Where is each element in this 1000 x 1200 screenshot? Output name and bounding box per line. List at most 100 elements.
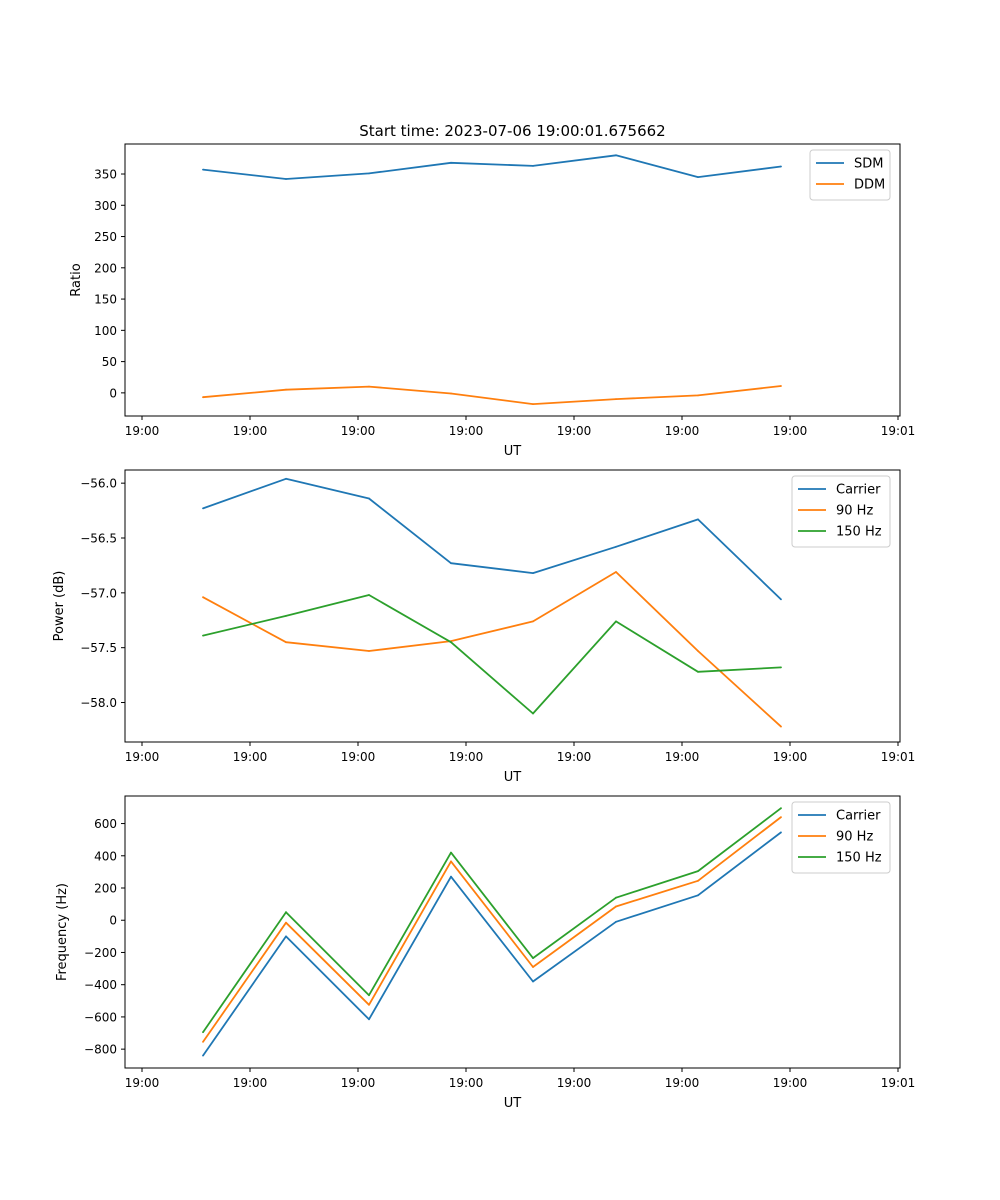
y-tick-label: −58.0 xyxy=(80,696,117,710)
series-line-ddm xyxy=(202,385,782,406)
data-point xyxy=(450,875,452,878)
x-tick-label: 19:00 xyxy=(125,750,160,764)
data-point xyxy=(532,966,534,968)
y-tick-label: −56.5 xyxy=(80,532,117,546)
y-axis-label: Ratio xyxy=(69,263,84,296)
y-tick-label: 150 xyxy=(94,293,117,307)
data-point xyxy=(780,385,782,387)
y-tick-label: −57.0 xyxy=(80,586,117,600)
x-tick-label: 19:01 xyxy=(881,750,916,764)
data-point xyxy=(532,957,534,959)
data-point xyxy=(780,666,782,669)
data-point xyxy=(285,178,287,180)
data-point xyxy=(697,670,699,673)
y-tick-label: −600 xyxy=(84,1010,117,1024)
frequency-panel: 19:00 19:00 19:00 19:00 19:00 19:00 19:00 19:01… xyxy=(55,795,915,1111)
data-point xyxy=(450,641,452,644)
data-point xyxy=(615,896,617,899)
x-tick-label: 19:00 xyxy=(233,750,268,764)
data-point xyxy=(202,1031,204,1034)
series-line-carrier xyxy=(202,831,782,1057)
y-tick-label: 100 xyxy=(94,324,117,338)
data-point xyxy=(697,650,699,652)
data-point xyxy=(285,477,287,480)
legend-entry: 150 Hz xyxy=(836,851,882,866)
x-tick-label: 19:00 xyxy=(449,1076,484,1090)
data-point xyxy=(368,1018,370,1021)
data-point xyxy=(615,905,617,908)
y-tick-label: −400 xyxy=(84,978,117,992)
y-tick-label: −800 xyxy=(84,1043,117,1057)
y-tick-label: −56.0 xyxy=(80,477,117,491)
data-point xyxy=(780,165,782,168)
x-tick-label: 19:00 xyxy=(125,1076,160,1090)
x-axis-label: UT xyxy=(504,1096,522,1111)
data-point xyxy=(697,894,699,897)
power-panel: 19:00 19:00 19:00 19:00 19:00 19:00 19:00 19:01… xyxy=(52,469,916,785)
data-point xyxy=(780,816,782,818)
x-tick-label: 19:00 xyxy=(341,424,376,438)
ratio-panel: 19:00 19:00 19:00 19:00 19:00 19:00 19:00 19:01… xyxy=(69,143,915,459)
y-tick-label: 400 xyxy=(94,849,117,863)
data-point xyxy=(780,807,782,810)
data-point xyxy=(532,403,534,405)
data-point xyxy=(450,860,452,863)
axes-frame xyxy=(124,795,901,1069)
x-tick-label: 19:00 xyxy=(665,750,700,764)
x-axis-label: UT xyxy=(504,770,522,785)
data-point xyxy=(450,392,452,395)
data-point xyxy=(780,725,782,728)
x-tick-label: 19:00 xyxy=(773,424,808,438)
x-tick-label: 19:00 xyxy=(449,750,484,764)
x-tick-label: 19:00 xyxy=(773,1076,808,1090)
data-point xyxy=(697,394,699,397)
data-point xyxy=(202,168,204,171)
data-point xyxy=(202,396,204,399)
data-point xyxy=(368,594,370,596)
legend-entry: Carrier xyxy=(836,483,881,498)
data-point xyxy=(615,620,617,623)
axes-frame xyxy=(124,469,901,743)
legend: Carrier 90 Hz 150 Hz xyxy=(791,801,891,874)
y-axis-label: Power (dB) xyxy=(52,571,67,642)
data-point xyxy=(615,398,617,400)
y-tick-label: 300 xyxy=(94,199,117,213)
series-line-carrier xyxy=(202,477,782,601)
series-line-150-hz xyxy=(202,594,782,715)
data-point xyxy=(615,545,617,548)
series-line-sdm xyxy=(202,154,782,180)
x-tick-label: 19:00 xyxy=(341,1076,376,1090)
y-tick-label: 0 xyxy=(109,914,117,928)
data-point xyxy=(450,161,452,164)
y-tick-label: 200 xyxy=(94,261,117,275)
data-point xyxy=(285,921,287,924)
y-axis-label: Frequency (Hz) xyxy=(55,883,70,981)
data-point xyxy=(202,1054,204,1057)
data-point xyxy=(780,831,782,834)
data-point xyxy=(532,165,534,167)
x-tick-label: 19:00 xyxy=(341,750,376,764)
data-point xyxy=(368,994,370,997)
data-point xyxy=(615,920,617,923)
y-tick-label: 600 xyxy=(94,817,117,831)
data-point xyxy=(202,1041,204,1043)
legend-entry: 90 Hz xyxy=(836,830,873,845)
x-tick-label: 19:00 xyxy=(233,424,268,438)
data-point xyxy=(615,571,617,573)
y-tick-label: 50 xyxy=(102,355,117,369)
data-point xyxy=(697,870,699,872)
data-point xyxy=(285,935,287,938)
data-point xyxy=(532,980,534,983)
data-point xyxy=(697,176,699,179)
data-point xyxy=(202,507,204,510)
data-point xyxy=(285,641,287,644)
data-point xyxy=(450,562,452,565)
legend-entry: Carrier xyxy=(836,809,881,824)
series-line-90-hz xyxy=(202,816,782,1043)
data-point xyxy=(697,518,699,521)
x-tick-label: 19:00 xyxy=(233,1076,268,1090)
y-tick-label: 200 xyxy=(94,882,117,896)
data-point xyxy=(615,154,617,157)
y-tick-label: 250 xyxy=(94,230,117,244)
